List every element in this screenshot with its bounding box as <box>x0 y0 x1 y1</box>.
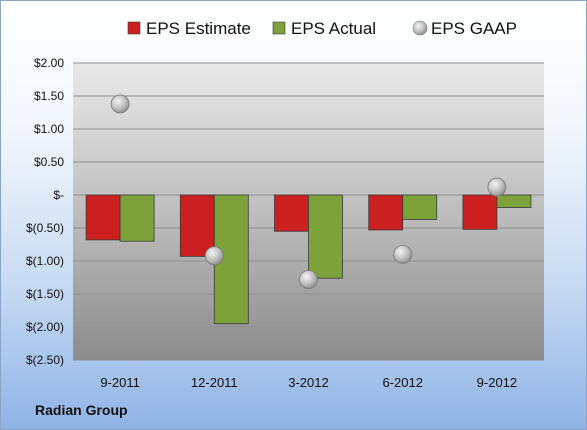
legend-swatch <box>127 21 141 35</box>
eps-actual-bar <box>496 194 532 208</box>
y-tick-label: $(2.50) <box>26 353 64 367</box>
y-tick-label: $(2.00) <box>26 320 64 334</box>
y-tick-label: $2.00 <box>34 56 64 70</box>
y-tick-label: $(0.50) <box>26 221 64 235</box>
x-tick-label: 6-2012 <box>382 375 422 390</box>
y-axis: $2.00 $1.50 $1.00 $0.50 $- $(0.50) $(1.00) $(1.… <box>26 56 64 367</box>
legend-label: EPS Actual <box>291 19 376 38</box>
eps-actual-bar <box>119 194 155 242</box>
eps-estimate-bar <box>462 194 498 230</box>
y-tick-label: $- <box>53 188 64 202</box>
y-tick-label: $0.50 <box>34 155 64 169</box>
company-name: Radian Group <box>35 402 128 418</box>
eps-actual-bar <box>308 194 343 279</box>
x-tick-label: 9-2011 <box>100 375 140 390</box>
eps-gaap-marker <box>110 94 130 114</box>
x-tick-label: 12-2011 <box>191 375 238 390</box>
legend: EPS Estimate EPS Actual EPS GAAP <box>127 19 517 38</box>
eps-actual-bar <box>402 194 438 220</box>
eps-estimate-bar <box>274 194 309 232</box>
legend-label: EPS GAAP <box>431 19 517 38</box>
x-tick-label: 3-2012 <box>288 375 328 390</box>
x-axis: 9-2011 12-2011 3-2012 6-2012 9-2012 <box>100 375 517 390</box>
eps-gaap-marker <box>393 244 413 264</box>
eps-estimate-bar <box>368 194 404 231</box>
y-tick-label: $1.50 <box>34 89 64 103</box>
eps-gaap-marker <box>487 177 507 197</box>
legend-label: EPS Estimate <box>146 19 251 38</box>
gaap-markers <box>110 94 507 289</box>
y-tick-label: $(1.00) <box>26 254 64 268</box>
y-tick-label: $(1.50) <box>26 287 64 301</box>
eps-gaap-marker <box>299 270 318 289</box>
bars <box>85 194 532 325</box>
eps-estimate-bar <box>85 194 121 241</box>
y-tick-label: $1.00 <box>34 122 64 136</box>
legend-swatch <box>272 21 286 35</box>
x-tick-label: 9-2012 <box>477 375 517 390</box>
eps-estimate-bar <box>179 194 215 257</box>
legend-swatch <box>412 20 428 36</box>
eps-gaap-marker <box>204 246 224 266</box>
